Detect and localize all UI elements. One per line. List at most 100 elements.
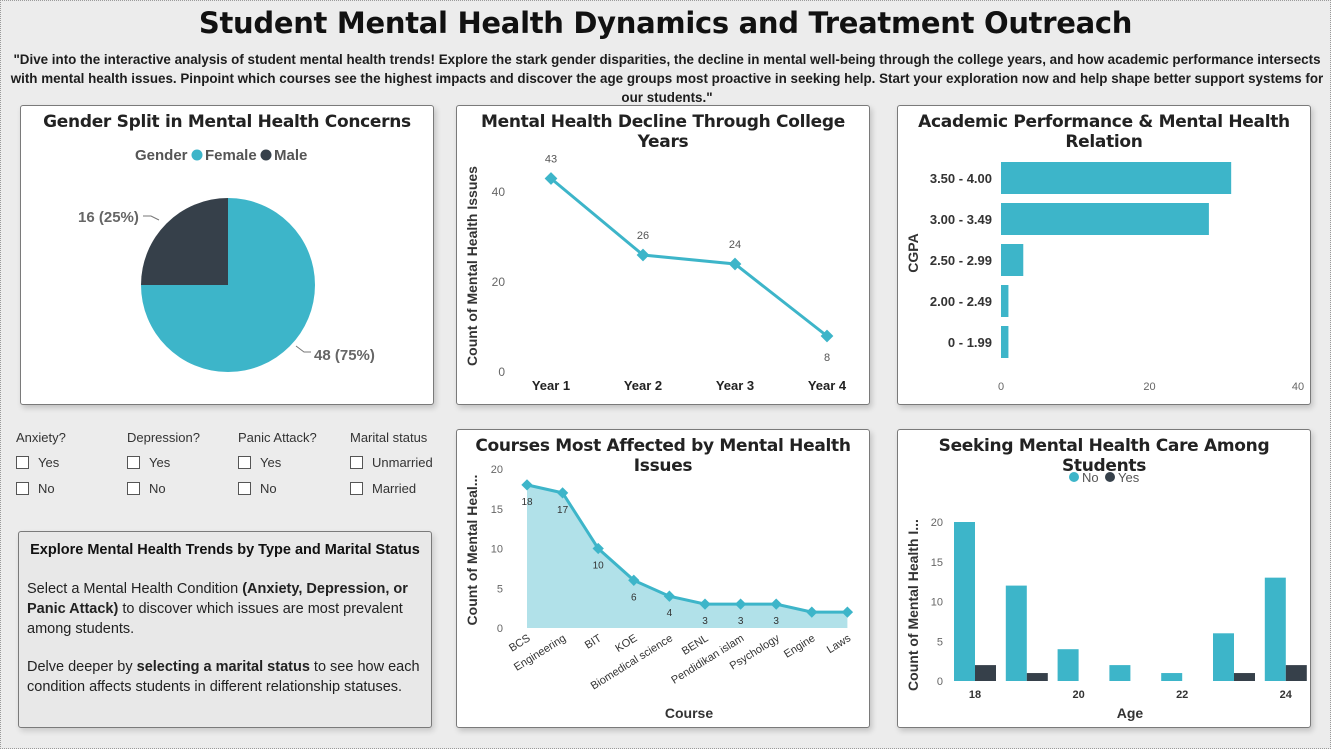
data-point — [841, 606, 854, 618]
info-text: Delve deeper by — [27, 659, 137, 675]
y-axis-label: Count of Mental Health I... — [905, 519, 921, 691]
bar — [1001, 326, 1009, 358]
bar-yes — [1285, 665, 1307, 681]
legend-marker-male — [260, 149, 272, 161]
panic-slicer: Panic Attack? Yes No — [238, 430, 317, 505]
y-axis-label: Count of Mental Heal... — [464, 475, 480, 626]
data-label: 43 — [545, 154, 557, 166]
x-axis-label: Age — [1117, 705, 1144, 721]
marital-unmarried-option[interactable]: Unmarried — [350, 453, 433, 471]
data-label: 3 — [702, 616, 708, 627]
y-tick-label: 0 — [937, 676, 943, 688]
bar — [1001, 244, 1024, 276]
data-label: 3 — [738, 616, 744, 627]
x-tick-label: 18 — [969, 689, 981, 701]
years-chart-title: Mental Health Decline Through College Ye… — [480, 112, 845, 152]
series-line — [526, 483, 848, 614]
courses-area-chart[interactable]: Count of Mental Heal... 0 5 10 15 20 18 BCS 17 En… — [457, 430, 869, 727]
courses-chart-title: Courses Most Affected by Mental Health I… — [475, 436, 851, 476]
bar — [1001, 162, 1232, 194]
checkbox-icon[interactable] — [16, 481, 29, 495]
years-line-chart[interactable]: Count of Mental Health Issues 0 20 40 43 Year… — [457, 106, 869, 404]
marital-married-option[interactable]: Married — [350, 479, 433, 497]
y-tick-label: 3.50 - 4.00 — [930, 171, 992, 186]
x-tick-label: BIT — [583, 632, 604, 651]
filter-panel: Anxiety? Yes No Depression? Yes No Panic… — [10, 430, 440, 514]
x-tick-label: Year 4 — [808, 378, 847, 393]
info-text: to see how each condition affects studen… — [27, 659, 420, 695]
depression-slicer: Depression? Yes No — [127, 430, 200, 505]
cgpa-bar-chart[interactable]: CGPA 3.50 - 4.00 3.00 - 3.49 2.50 - 2.99 2.0… — [898, 106, 1310, 404]
legend-marker-yes — [1105, 472, 1115, 482]
pie-label-male: 16 (25%) — [78, 209, 139, 226]
x-tick-label: 40 — [1292, 381, 1304, 393]
checkbox-icon[interactable] — [127, 481, 140, 495]
marital-slicer: Marital status Unmarried Married — [350, 430, 433, 505]
bar-no — [1005, 585, 1027, 681]
option-label: No — [149, 480, 166, 496]
x-axis-label: Course — [665, 705, 713, 721]
y-tick-label: 0 — [497, 623, 503, 635]
x-tick-label: Year 3 — [716, 378, 754, 393]
gender-chart-card[interactable]: Gender Split in Mental Health Concerns G… — [20, 105, 434, 405]
anxiety-no-option[interactable]: No — [16, 479, 66, 497]
gender-chart-title: Gender Split in Mental Health Concerns — [43, 112, 411, 132]
courses-chart-card[interactable]: Courses Most Affected by Mental Health I… — [456, 429, 870, 728]
marital-slicer-label: Marital status — [350, 430, 428, 445]
data-label: 6 — [631, 592, 637, 603]
info-title: Explore Mental Health Trends by Type and… — [30, 542, 420, 558]
legend-marker-female — [191, 149, 203, 161]
data-label: 17 — [557, 505, 569, 516]
depression-no-option[interactable]: No — [127, 479, 200, 497]
legend-title: Gender — [135, 147, 188, 164]
age-bar-chart[interactable]: No Yes Count of Mental Health I... 0 5 10 15 20… — [898, 430, 1310, 727]
checkbox-icon[interactable] — [238, 455, 251, 469]
data-label: 26 — [637, 230, 649, 242]
legend-item-male: Male — [274, 147, 307, 164]
checkbox-icon[interactable] — [16, 455, 29, 469]
pie-slice-male — [141, 198, 228, 285]
x-tick-label: 22 — [1176, 689, 1188, 701]
y-tick-label: 10 — [931, 597, 943, 609]
checkbox-icon[interactable] — [350, 481, 363, 495]
page-title: Student Mental Health Dynamics and Treat… — [198, 6, 1133, 40]
cgpa-chart-card[interactable]: Academic Performance & Mental Health Rel… — [897, 105, 1311, 405]
y-axis-label: CGPA — [905, 233, 921, 272]
y-tick-label: 15 — [931, 557, 943, 569]
bar — [1001, 203, 1209, 235]
bar-yes — [1026, 673, 1048, 681]
checkbox-icon[interactable] — [238, 481, 251, 495]
age-chart-card[interactable]: Seeking Mental Health Care Among Student… — [897, 429, 1311, 728]
panic-no-option[interactable]: No — [238, 479, 317, 497]
x-tick-label: Engine — [782, 632, 817, 660]
checkbox-icon[interactable] — [350, 455, 363, 469]
area-fill — [527, 484, 848, 628]
y-tick-label: 20 — [931, 517, 943, 529]
series-line — [550, 177, 828, 338]
x-tick-label: KOE — [613, 632, 639, 654]
x-tick-label: 20 — [1072, 689, 1084, 701]
y-tick-label: 0 — [498, 365, 505, 379]
data-point — [699, 598, 711, 610]
info-text-bold: (Anxiety, Depression, or Panic Attack) — [27, 581, 408, 617]
anxiety-yes-option[interactable]: Yes — [16, 453, 66, 471]
bar-no — [1161, 673, 1183, 681]
data-point — [770, 598, 782, 610]
data-point — [663, 590, 676, 602]
checkbox-icon[interactable] — [127, 455, 140, 469]
years-chart-card[interactable]: Mental Health Decline Through College Ye… — [456, 105, 870, 405]
depression-yes-option[interactable]: Yes — [127, 453, 200, 471]
panic-yes-option[interactable]: Yes — [238, 453, 317, 471]
age-chart-title: Seeking Mental Health Care Among Student… — [938, 436, 1270, 476]
info-text: to discover which issues are most preval… — [27, 601, 403, 637]
x-tick-label: 24 — [1280, 689, 1293, 701]
option-label: Yes — [260, 454, 282, 470]
cgpa-chart-title: Academic Performance & Mental Health Rel… — [918, 112, 1290, 152]
data-point — [806, 606, 818, 618]
gender-pie-chart[interactable]: Gender Female Male 48 (75%) 16 (25%) — [21, 106, 433, 404]
legend-item-no: No — [1082, 470, 1099, 485]
x-tick-label: BCS — [507, 632, 533, 654]
legend-item-female: Female — [205, 147, 257, 164]
pie-label-female: 48 (75%) — [314, 347, 375, 364]
option-label: Yes — [149, 454, 171, 470]
